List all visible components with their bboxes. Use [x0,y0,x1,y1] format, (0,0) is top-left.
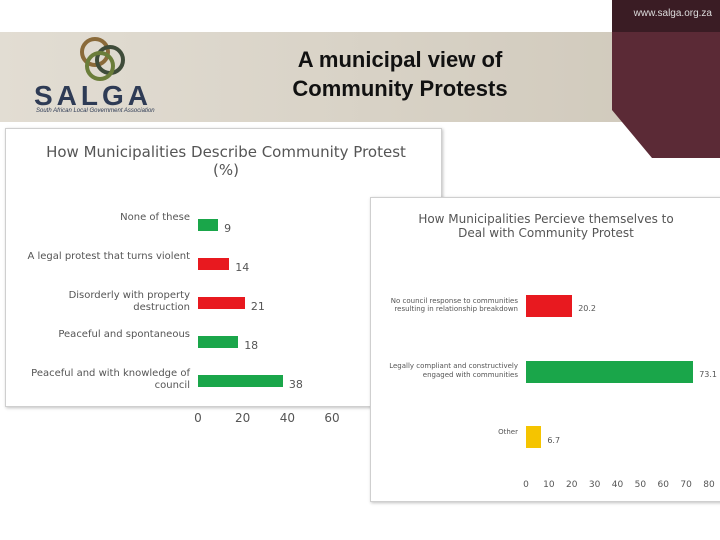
value-label: 18 [244,339,259,353]
category-label: A legal protest that turns violent [27,250,190,262]
logo-text: SALGA [34,80,152,111]
category-label: Disorderly with property destruction [68,289,190,313]
x-tick-label: 10 [543,480,555,490]
x-tick-label: 40 [611,480,624,490]
x-tick-label: 30 [588,480,601,490]
chart: How Municipalities Percieve themselves t… [370,197,720,502]
category-label: Peaceful and spontaneous [58,328,190,340]
x-tick-label: 20 [235,411,251,425]
x-tick-label: 40 [279,411,295,425]
value-label: 14 [235,261,250,275]
value-label: 6.7 [547,435,561,445]
x-tick-label: 60 [657,480,669,490]
bar [526,360,694,383]
logo-subtext: South African Local Government Associati… [36,108,155,114]
x-tick-label: 0 [194,411,202,425]
chart-title: How Municipalities Percieve themselves t… [418,212,674,240]
bar [198,335,239,348]
bar [198,257,230,270]
category-label: Legally compliant and constructively eng… [389,362,518,379]
bar [198,218,219,231]
category-label: Peaceful and with knowledge of council [31,367,190,391]
x-tick-label: 0 [523,480,529,490]
chart-title: How Municipalities Describe Community Pr… [46,143,406,179]
bar [526,294,573,317]
url: www.salga.org.za [633,8,712,19]
x-tick-label: 70 [680,480,692,490]
value-label: 20.2 [578,304,597,314]
category-label: No council response to communities resul… [390,296,518,314]
x-tick-label: 80 [703,480,715,490]
x-tick-label: 20 [566,480,578,490]
value-label: 9 [224,222,232,236]
x-tick-label: 50 [634,480,647,490]
category-label: Other [498,428,518,437]
x-tick-label: 60 [324,411,340,425]
slide-title: A municipal view of Community Protests [292,47,508,101]
bar [198,374,283,387]
value-label: 21 [250,300,265,314]
category-label: None of these [120,211,190,223]
bar [526,426,542,449]
header-graphics [0,0,720,158]
value-label: 73.1 [699,369,718,379]
bar [198,296,245,309]
chart: How Municipalities Describe Community Pr… [5,128,442,425]
value-label: 38 [288,378,303,392]
